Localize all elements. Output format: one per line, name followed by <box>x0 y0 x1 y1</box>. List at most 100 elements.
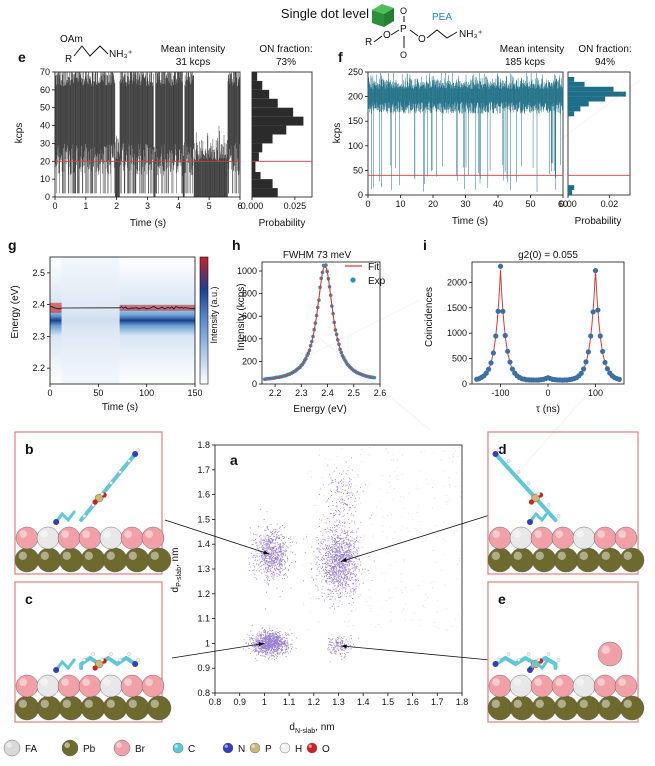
legend-atom-shine <box>281 744 285 748</box>
pb-atom <box>36 695 62 721</box>
pb-atom-shine <box>601 699 610 708</box>
x-tick-label: 0 <box>47 388 52 398</box>
br-atom <box>593 526 617 550</box>
y-tick-label: 1.4 <box>197 539 210 549</box>
y-tick-label: 60 <box>40 85 50 95</box>
h-atom <box>516 658 521 662</box>
pb-atom-shine <box>491 699 500 708</box>
a-arrow-head-2 <box>340 557 347 562</box>
snapshot-label-b: b <box>25 441 34 457</box>
y-tick-label: 200 <box>242 356 257 366</box>
panel-label-g: g <box>8 237 17 253</box>
e-histogram: 0.000 0.025 <box>241 71 313 211</box>
a-cluster-2 <box>243 624 298 662</box>
x-tick-label: 50 <box>93 388 103 398</box>
panel-i: i g2(0) = 0.055 Coincidences τ (ns) -100… <box>423 237 625 415</box>
pb-atom-shine <box>62 551 71 560</box>
x-tick-label: 20 <box>428 199 438 209</box>
h-fit-line <box>264 265 374 380</box>
br-atom-shine <box>492 530 500 539</box>
ammonium-chain <box>54 658 76 672</box>
y-tick-label: 1 <box>205 638 210 648</box>
pb-atom <box>80 547 106 573</box>
i-title: g2(0) = 0.055 <box>518 250 578 261</box>
pb-atom-shine <box>128 551 137 560</box>
pb-atom-shine <box>579 699 588 708</box>
a-arrow-2 <box>340 514 491 562</box>
x-tick-label: 2 <box>114 201 119 211</box>
h-spectrum: 2.2 2.3 2.4 2.5 2.6 0 200 400 600 800 1000 <box>237 261 386 398</box>
x-tick-label: 6 <box>237 201 242 211</box>
x-tick-label: 0 <box>52 201 57 211</box>
i-data-point <box>488 360 494 366</box>
ligand-chain <box>493 655 558 670</box>
y-tick-label: 1.2 <box>197 589 210 599</box>
i-data-point <box>604 366 610 372</box>
legend-atom-shine <box>224 744 228 748</box>
e-hist-bar <box>252 179 273 189</box>
g-band-off <box>61 257 120 384</box>
x-tick-label: 1.6 <box>406 697 419 707</box>
x-tick-label: 2.5 <box>348 388 361 398</box>
x-tick-label: 5 <box>207 201 212 211</box>
y-tick-label: 30 <box>40 138 50 148</box>
pb-atom <box>102 695 128 721</box>
h-atom <box>546 652 551 656</box>
h-atom <box>526 481 531 485</box>
md-snapshots: b c d e <box>14 431 645 723</box>
h-atom <box>100 492 104 496</box>
x-tick-label: 60 <box>558 199 568 209</box>
y-tick-label: 200 <box>348 92 363 102</box>
legend-atom-H <box>279 742 291 754</box>
br-atom <box>530 526 554 550</box>
br-atom-shine <box>597 530 606 539</box>
h-atom <box>100 658 104 662</box>
p-atom <box>531 493 540 503</box>
f-hist-bar <box>568 111 575 117</box>
legend-atom-N <box>222 742 234 754</box>
panel-g: g Energy (eV) Time (s) Intensity (a.u.) … <box>8 237 219 413</box>
x-tick-label: 4 <box>176 201 181 211</box>
legend-label-N: N <box>238 744 245 755</box>
i-data-point <box>581 366 587 372</box>
y-tick-label: 2.3 <box>32 331 45 341</box>
i-data-point <box>486 366 492 372</box>
f-hist-xlabel: Probability <box>575 216 622 227</box>
e-trace-line <box>54 72 241 197</box>
oam-label: OAm <box>60 34 83 45</box>
br-atom <box>57 674 81 698</box>
a-arrow-head-3 <box>340 644 347 649</box>
f-hist-bar <box>568 185 575 191</box>
pea-p: P <box>400 24 407 35</box>
fa-atom-shine <box>40 678 49 687</box>
f-mean-value: 185 kcps <box>505 57 545 68</box>
h-atom <box>496 658 501 662</box>
f-hist-bar <box>568 96 606 102</box>
h-xlabel: Energy (eV) <box>293 404 346 415</box>
a-arrow-1 <box>171 643 265 659</box>
ligand-chain <box>79 452 138 522</box>
pb-atom <box>14 695 40 721</box>
panel-label-a: a <box>230 452 238 468</box>
legend-atom-shine <box>6 742 12 748</box>
fa-atom-shine <box>40 530 49 539</box>
pb-atom <box>553 547 579 573</box>
pb-atom-shine <box>84 551 94 560</box>
legend-atom-FA <box>3 739 21 757</box>
legend-atom-P <box>249 742 261 754</box>
pb-atom-shine <box>40 699 49 708</box>
e-on-value: 73% <box>276 57 296 68</box>
f-on-value: 94% <box>595 57 615 68</box>
x-tick-label: 2.3 <box>295 388 308 398</box>
i-data-point <box>616 376 622 382</box>
br-atom <box>614 526 638 550</box>
x-tick-label: 0.000 <box>241 201 264 211</box>
br-atom <box>488 674 512 698</box>
i-data-point <box>578 370 584 376</box>
pea-label: PEA <box>432 12 452 23</box>
pb-atom <box>487 547 513 573</box>
x-tick-label: 0.02 <box>601 199 619 209</box>
i-data-point <box>497 263 504 269</box>
pb-atom <box>487 695 513 721</box>
ammonium-chain <box>528 510 550 524</box>
